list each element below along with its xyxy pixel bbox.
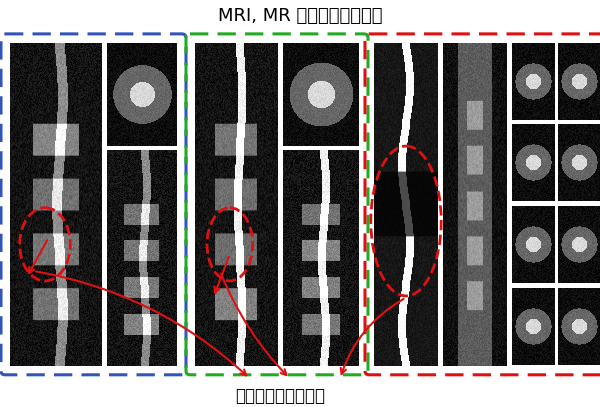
Text: MRI, MR ミエログラフィー: MRI, MR ミエログラフィー: [218, 7, 382, 25]
Text: 脳脊髄液が白く描出: 脳脊髄液が白く描出: [235, 387, 325, 405]
